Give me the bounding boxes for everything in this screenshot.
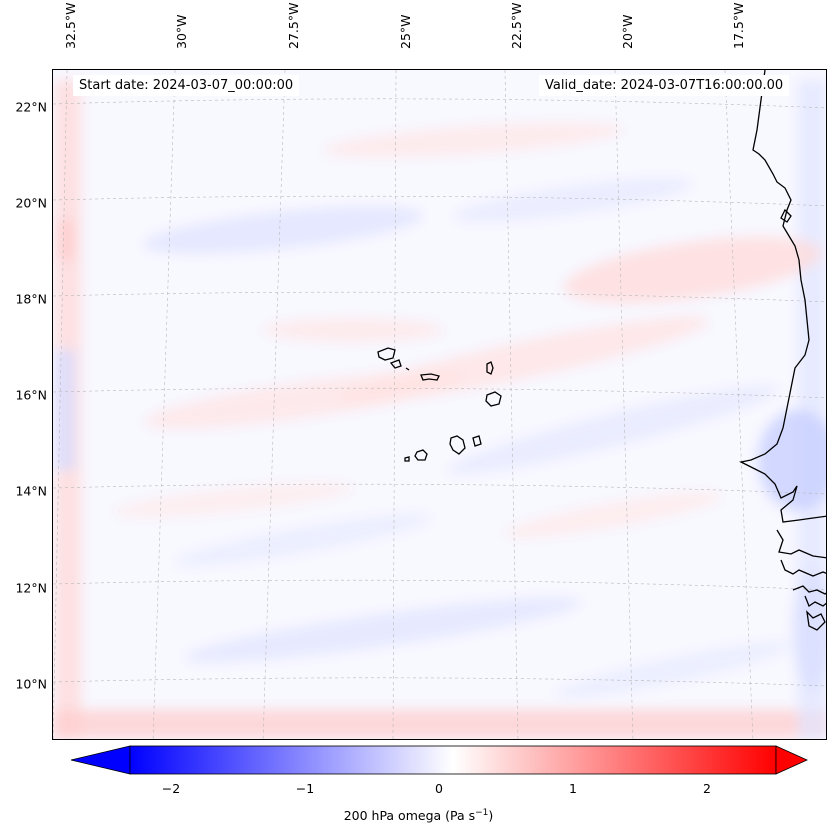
island-santa-luzia	[405, 367, 410, 371]
colorbar-tick-0: 0	[435, 781, 443, 796]
lat-label-10n: 10°N	[15, 676, 47, 692]
island-brava	[404, 456, 410, 462]
lon-label-22-5w: 22.5°W	[509, 2, 524, 49]
colorbar-tick-neg2: −2	[161, 781, 181, 796]
colorbar-label-close: )	[488, 808, 494, 824]
colorbar-body	[129, 745, 777, 775]
island-sao-nicolau	[420, 373, 440, 381]
colorbar-extend-low	[70, 745, 131, 775]
colorbar-tick-2: 2	[703, 781, 711, 796]
island-santiago	[449, 435, 466, 455]
island-boa-vista	[485, 391, 502, 407]
map-panel	[52, 69, 827, 740]
colorbar-graphic	[70, 745, 808, 775]
colorbar-label-exponent: −1	[475, 808, 489, 818]
island-sao-vicente	[389, 359, 402, 369]
coastline	[739, 70, 826, 631]
cabo-verde-islands	[377, 347, 502, 462]
start-date-label: Start date: 2024-03-07_00:00:00	[73, 75, 300, 96]
colorbar-tick-1: 1	[569, 781, 577, 796]
lon-label-25w: 25°W	[398, 14, 413, 49]
colorbar-label: 200 hPa omega (Pa s−1)	[0, 808, 837, 823]
lon-label-17-5w: 17.5°W	[731, 2, 746, 49]
lat-label-16n: 16°N	[15, 387, 47, 403]
valid-date-label: Valid_date: 2024-03-07T16:00:00.00	[539, 75, 790, 96]
colorbar-label-text: 200 hPa omega (Pa s	[343, 808, 476, 824]
island-maio	[472, 435, 482, 447]
island-fogo	[414, 449, 428, 461]
colorbar-extend-high	[775, 745, 808, 775]
lon-label-32-5w: 32.5°W	[63, 2, 78, 49]
lon-label-30w: 30°W	[174, 14, 189, 49]
lat-label-22n: 22°N	[15, 99, 47, 115]
lat-label-14n: 14°N	[15, 483, 47, 499]
lon-label-20w: 20°W	[620, 14, 635, 49]
omega-field-map	[53, 70, 826, 739]
lat-label-18n: 18°N	[15, 291, 47, 307]
graticule	[53, 70, 826, 739]
omega-field-shading	[53, 80, 826, 739]
island-sal	[486, 361, 494, 375]
colorbar	[70, 745, 808, 775]
lat-label-20n: 20°N	[15, 195, 47, 211]
colorbar-tick-neg1: −1	[295, 781, 315, 796]
lat-label-12n: 12°N	[15, 580, 47, 596]
lon-label-27-5w: 27.5°W	[286, 2, 301, 49]
island-santo-antao	[377, 347, 396, 361]
